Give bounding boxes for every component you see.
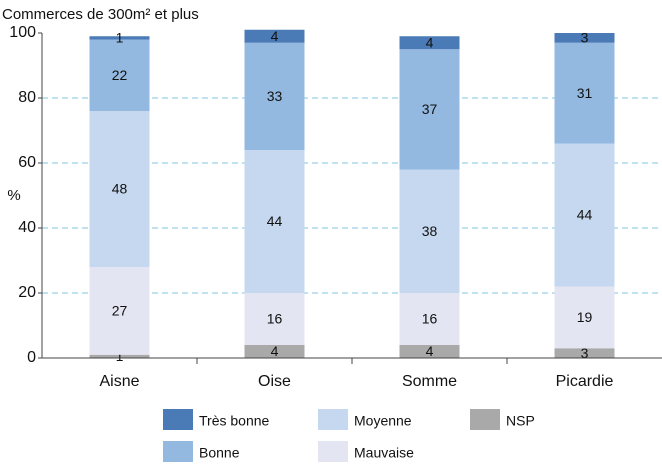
value-label: 44: [577, 207, 593, 223]
value-label: 19: [577, 309, 593, 325]
y-tick-label: 80: [18, 89, 36, 106]
bar-segment: [554, 33, 615, 43]
bar-segment: [399, 36, 460, 50]
bar-segment: [244, 150, 305, 293]
x-tick-label: Picardie: [556, 373, 614, 390]
legend-label: Moyenne: [354, 413, 412, 429]
value-label: 27: [112, 303, 128, 319]
legend-swatch: [318, 441, 348, 462]
legend-swatch: [318, 409, 348, 430]
y-tick-label: 40: [18, 219, 36, 236]
bar-segment: [89, 111, 150, 267]
legend-label: Très bonne: [199, 413, 270, 429]
value-label: 31: [577, 85, 593, 101]
value-label: 16: [422, 311, 438, 327]
value-label: 4: [271, 28, 279, 44]
value-label: 4: [426, 343, 434, 359]
bar-segment: [554, 286, 615, 349]
chart-title: Commerces de 300m² et plus: [2, 6, 199, 23]
bar-segment: [399, 345, 460, 358]
legend-label: NSP: [506, 413, 535, 429]
bar-segment: [554, 42, 615, 144]
y-tick-label: 60: [18, 154, 36, 171]
legend-label: Bonne: [199, 445, 240, 461]
y-tick-label: 100: [9, 24, 36, 41]
value-label: 44: [267, 213, 283, 229]
x-tick-label: Somme: [402, 373, 457, 390]
value-label: 4: [271, 343, 279, 359]
bar-segment: [399, 169, 460, 293]
value-label: 22: [112, 67, 128, 83]
value-label: 3: [581, 30, 589, 46]
bar-segment: [399, 293, 460, 345]
bar-segment: [89, 354, 150, 358]
value-label: 48: [112, 181, 128, 197]
bar-segment: [244, 345, 305, 358]
value-label: 37: [422, 101, 438, 117]
value-label: 4: [426, 34, 434, 50]
value-label: 33: [267, 88, 283, 104]
value-label: 16: [267, 311, 283, 327]
value-label: 3: [581, 345, 589, 361]
bar-segment: [554, 348, 615, 358]
bar-segment: [554, 143, 615, 287]
bar-segment: [399, 49, 460, 170]
bar-segment: [244, 42, 305, 150]
legend-swatch: [470, 409, 500, 430]
legend-swatch: [163, 441, 193, 462]
value-label: 1: [116, 348, 124, 364]
legend-label: Mauvaise: [354, 445, 414, 461]
bar-segment: [89, 36, 150, 40]
legend-swatch: [163, 409, 193, 430]
value-label: 38: [422, 223, 438, 239]
y-axis-label: %: [7, 187, 20, 204]
value-label: 1: [116, 30, 124, 46]
bar-segment: [89, 39, 150, 111]
y-tick-label: 20: [18, 284, 36, 301]
bar-segment: [244, 29, 305, 43]
x-tick-label: Aisne: [99, 373, 139, 390]
bar-segment: [89, 267, 150, 355]
y-tick-label: 0: [27, 349, 36, 366]
bar-segment: [244, 293, 305, 345]
x-tick-label: Oise: [258, 373, 291, 390]
